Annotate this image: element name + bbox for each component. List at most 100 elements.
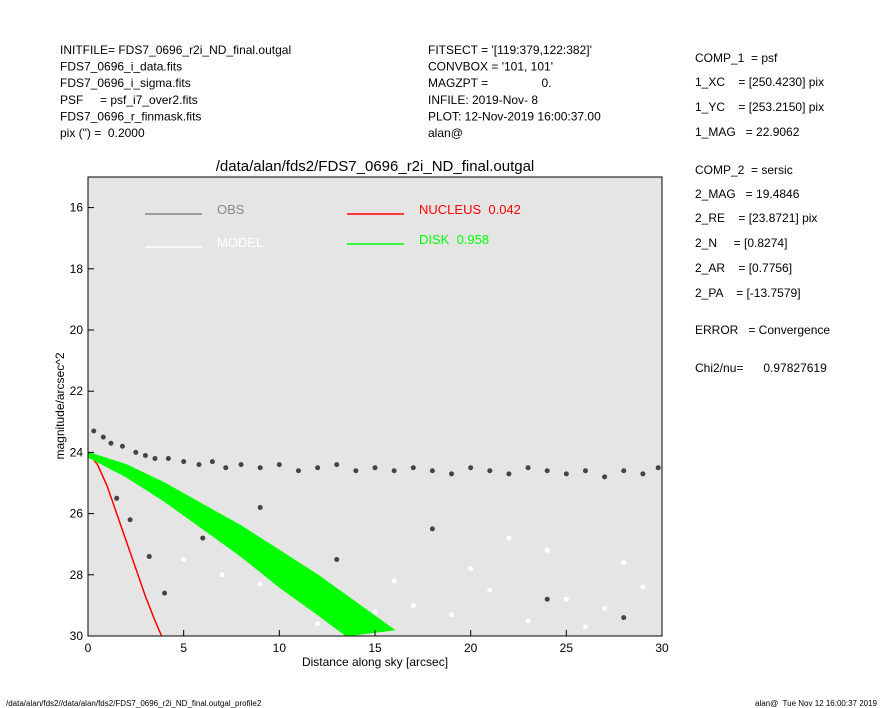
- data-point: [181, 557, 187, 562]
- data-point: [353, 468, 359, 474]
- y-tick-label: 20: [70, 323, 84, 337]
- data-point: [563, 471, 569, 477]
- data-point: [544, 468, 550, 474]
- header-right-line: 2_PA = [-13.7579]: [695, 286, 801, 300]
- data-point: [152, 456, 158, 462]
- data-point: [449, 471, 455, 477]
- header-middle-line: alan@: [428, 126, 463, 140]
- header-middle-line: CONVBOX = '101, 101': [428, 60, 553, 74]
- disk-band: [88, 451, 396, 636]
- header-left-line: FDS7_0696_i_data.fits: [60, 60, 182, 74]
- x-tick-label: 15: [368, 641, 382, 655]
- data-point: [257, 504, 263, 510]
- data-point: [196, 462, 202, 468]
- data-point: [429, 526, 435, 532]
- plot-background: [88, 177, 662, 636]
- header-right-line: Chi2/nu= 0.97827619: [695, 361, 827, 375]
- data-point: [238, 462, 244, 468]
- data-point: [640, 584, 646, 590]
- data-point: [506, 471, 512, 477]
- y-tick-label: 24: [70, 445, 84, 459]
- x-tick-label: 25: [560, 641, 574, 655]
- plot-marks: [88, 428, 661, 636]
- header-right-line: COMP_2 = sersic: [695, 163, 793, 177]
- y-tick-label: 28: [70, 568, 84, 582]
- legend-label: MODEL: [217, 235, 263, 250]
- legend-label: DISK 0.958: [419, 232, 489, 247]
- header-left-line: INITFILE= FDS7_0696_r2i_ND_final.outgal: [60, 43, 291, 57]
- data-point: [602, 474, 608, 480]
- data-point: [391, 468, 397, 474]
- footer-right: alan@ Tue Nov 12 16:00:37 2019: [755, 699, 878, 708]
- data-point: [223, 465, 229, 471]
- data-point: [544, 596, 550, 602]
- x-tick-label: 0: [85, 641, 92, 655]
- data-point: [468, 566, 474, 572]
- data-point: [410, 602, 416, 608]
- x-tick-label: 5: [180, 641, 187, 655]
- data-point: [127, 517, 133, 523]
- data-point: [119, 443, 125, 449]
- header-middle-line: PLOT: 12-Nov-2019 16:00:37.00: [428, 109, 601, 123]
- x-tick-label: 20: [464, 641, 478, 655]
- data-point: [200, 535, 206, 541]
- header-right-line: 2_MAG = 19.4846: [695, 187, 800, 201]
- y-tick-label: 26: [70, 507, 84, 521]
- header-middle-line: INFILE: 2019-Nov- 8: [428, 93, 538, 107]
- data-point: [410, 465, 416, 471]
- y-axis-label: magnitude/arcsec^2: [53, 352, 67, 459]
- data-point: [108, 440, 114, 446]
- data-point: [640, 471, 646, 477]
- header-right-line: COMP_1 = psf: [695, 51, 778, 65]
- header-left-line: pix (") = 0.2000: [60, 126, 145, 140]
- nucleus-line: [88, 451, 163, 636]
- data-point: [295, 468, 301, 474]
- header-right-line: 1_YC = [253.2150] pix: [695, 100, 824, 114]
- header-middle-line: FITSECT = '[119:379,122:382]': [428, 43, 592, 57]
- header-right-line: 2_RE = [23.8721] pix: [695, 211, 817, 225]
- data-point: [209, 459, 215, 465]
- footer-left: /data/alan/fds2//data/alan/fds2/FDS7_069…: [6, 699, 262, 708]
- header-left-line: FDS7_0696_r_finmask.fits: [60, 109, 201, 123]
- data-point: [142, 452, 148, 458]
- header-right-line: ERROR = Convergence: [695, 323, 830, 337]
- data-point: [315, 465, 321, 471]
- header-right-line: 2_AR = [0.7756]: [695, 261, 792, 275]
- data-point: [372, 465, 378, 471]
- header-right-line: 2_N = [0.8274]: [695, 236, 787, 250]
- x-tick-label: 10: [273, 641, 287, 655]
- data-point: [162, 590, 168, 596]
- y-tick-label: 18: [70, 262, 84, 276]
- data-point: [257, 465, 263, 471]
- data-point: [621, 615, 627, 621]
- data-point: [100, 434, 106, 440]
- legend-label: NUCLEUS 0.042: [419, 202, 521, 217]
- data-point: [146, 553, 152, 559]
- x-tick-label: 30: [655, 641, 669, 655]
- data-point: [487, 468, 493, 474]
- data-point: [582, 624, 588, 630]
- data-point: [114, 495, 120, 501]
- header-right-line: 1_MAG = 22.9062: [695, 125, 800, 139]
- data-point: [165, 456, 171, 462]
- data-point: [544, 547, 550, 553]
- data-point: [133, 449, 139, 455]
- data-point: [257, 581, 263, 587]
- data-point: [487, 587, 493, 593]
- data-point: [449, 612, 455, 618]
- data-point: [276, 462, 282, 468]
- legend-label: OBS: [217, 202, 245, 217]
- data-point: [468, 465, 474, 471]
- chart-title: /data/alan/fds2/FDS7_0696_r2i_ND_final.o…: [216, 158, 535, 175]
- data-point: [506, 535, 512, 541]
- data-point: [655, 465, 661, 471]
- data-point: [315, 621, 321, 627]
- data-point: [91, 428, 97, 434]
- data-point: [563, 596, 569, 602]
- y-tick-label: 16: [70, 201, 84, 215]
- y-tick-label: 30: [70, 629, 84, 643]
- header-left-line: FDS7_0696_i_sigma.fits: [60, 76, 191, 90]
- data-point: [602, 605, 608, 611]
- data-point: [372, 609, 378, 615]
